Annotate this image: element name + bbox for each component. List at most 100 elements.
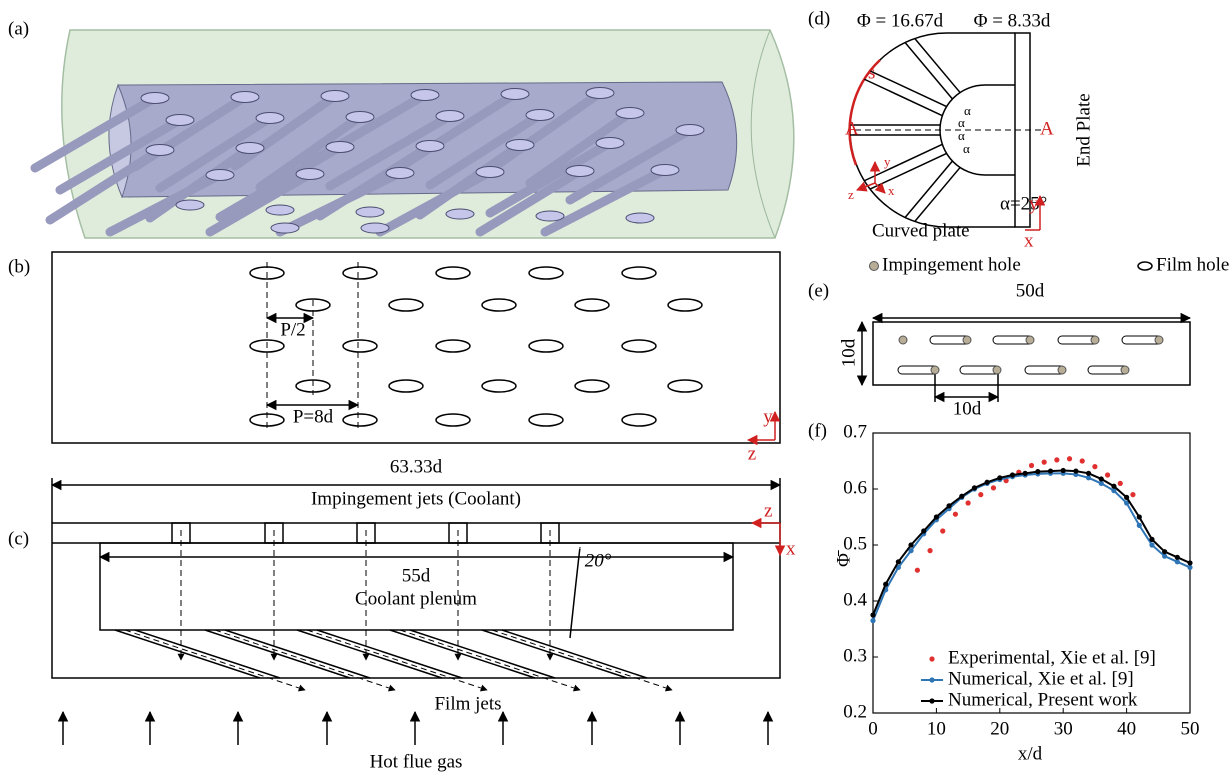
- hole: [501, 89, 529, 100]
- hole: [596, 138, 624, 149]
- film-hole: [410, 630, 555, 678]
- data-point: [1187, 560, 1192, 565]
- data-point: [972, 485, 977, 490]
- dimension-label: 10d: [838, 338, 859, 367]
- legend-label: Numerical, Present work: [948, 689, 1138, 710]
- data-point: [1162, 549, 1167, 554]
- data-point: [1124, 495, 1129, 500]
- dimension-label: 50d: [1016, 280, 1045, 301]
- panel-label: (c): [8, 528, 29, 549]
- film-jet: [125, 630, 305, 690]
- data-point: [883, 582, 888, 587]
- hole: [622, 340, 656, 352]
- hole: [386, 168, 414, 179]
- x-tick-label: 10: [927, 718, 946, 739]
- data-point: [959, 494, 964, 499]
- data-point: [946, 503, 951, 508]
- hole: [575, 299, 609, 311]
- data-point: [921, 528, 926, 533]
- hole: [361, 223, 389, 233]
- hole: [529, 267, 563, 279]
- hole: [389, 380, 423, 392]
- impingement-hole: [1091, 336, 1099, 344]
- data-point: [1118, 481, 1123, 486]
- impingement-hole: [899, 336, 907, 344]
- hole: [506, 140, 534, 151]
- hole: [343, 340, 377, 352]
- x-tick-label: 30: [1054, 718, 1073, 739]
- x-tick-label: 0: [868, 718, 878, 739]
- legend-swatch: [929, 698, 934, 703]
- impingement-hole: [1058, 366, 1066, 374]
- panel-label: (d): [808, 8, 830, 29]
- chart: x/d Φ̄ 0.20.30.40.50.60.701020304050Expe…: [833, 421, 1199, 764]
- hole: [446, 209, 474, 219]
- hole: [626, 213, 654, 223]
- region-label: Coolant plenum: [355, 588, 477, 609]
- legend-label: Film hole: [1156, 254, 1229, 275]
- y-tick-label: 0.5: [843, 533, 867, 554]
- film-jet: [215, 630, 395, 690]
- data-point: [1080, 458, 1085, 463]
- flow-label: Impingement jets (Coolant): [311, 488, 521, 509]
- data-point: [1137, 514, 1142, 519]
- data-point: [1099, 476, 1104, 481]
- panel-e: Impingement hole Film hole 50d 10d 10d: [838, 254, 1229, 419]
- hole: [236, 143, 264, 154]
- figure: (a) (b) (c) (d) (e) (f) P/2 P=8d y z 63.…: [0, 0, 1231, 773]
- y-tick-label: 0.6: [843, 477, 867, 498]
- hole: [411, 90, 439, 101]
- panel-label: (b): [8, 256, 30, 277]
- panel-c: 63.33d Impingement jets (Coolant) 55d Co…: [52, 456, 796, 772]
- film-jet: [492, 630, 672, 690]
- radial-hole: [870, 71, 946, 107]
- legend-label: Numerical, Xie et al. [9]: [948, 668, 1134, 689]
- impingement-hole: [1026, 336, 1034, 344]
- part-label: Curved plate: [872, 220, 970, 241]
- data-point: [1029, 463, 1034, 468]
- dimension-label: 63.33d: [390, 456, 443, 477]
- hole: [436, 267, 470, 279]
- radial-hole: [864, 144, 942, 180]
- hole: [296, 169, 324, 180]
- radial-hole: [915, 39, 960, 93]
- axis-label: z: [748, 443, 756, 464]
- x-axis-label: x/d: [1018, 743, 1043, 764]
- data-point: [1086, 475, 1091, 480]
- y-tick-label: 0.2: [843, 701, 867, 722]
- x-tick-label: 40: [1117, 718, 1136, 739]
- panel-d: Φ = 16.67d Φ = 8.33d s A A End Plate α=2…: [845, 10, 1094, 251]
- flow-label: Film jets: [434, 693, 501, 714]
- x-tick-label: 20: [990, 718, 1009, 739]
- legend-label: Experimental, Xie et al. [9]: [948, 647, 1156, 668]
- hole: [668, 299, 702, 311]
- data-point: [1042, 460, 1047, 465]
- film-hole: [225, 630, 370, 678]
- data-point: [1099, 481, 1104, 486]
- legend-swatch: [929, 677, 934, 682]
- axis-label: z: [764, 500, 772, 521]
- hole: [266, 205, 294, 215]
- data-point: [1137, 523, 1142, 528]
- data-point: [1175, 559, 1180, 564]
- hole: [389, 299, 423, 311]
- data-point: [1149, 537, 1154, 542]
- hole: [343, 267, 377, 279]
- data-point: [985, 480, 990, 485]
- radial-hole: [864, 79, 942, 115]
- hole: [343, 414, 377, 426]
- series-line: [873, 471, 1190, 615]
- data-point: [978, 492, 983, 497]
- data-point: [1111, 484, 1116, 489]
- hole: [586, 88, 614, 99]
- hole: [482, 299, 516, 311]
- film-hole: [115, 630, 260, 678]
- panel-label: (a): [8, 18, 29, 39]
- hole: [206, 170, 234, 181]
- hole: [482, 380, 516, 392]
- y-tick-label: 0.4: [843, 589, 867, 610]
- y-tick-label: 0.3: [843, 645, 867, 666]
- hole: [321, 91, 349, 102]
- hole: [529, 414, 563, 426]
- data-point: [997, 475, 1002, 480]
